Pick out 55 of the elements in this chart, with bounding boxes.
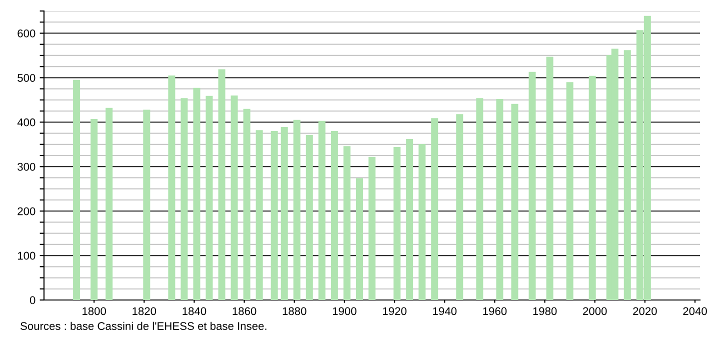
- y-tick-label: 600: [18, 30, 36, 38]
- bar: [218, 69, 226, 300]
- y-tick-label: 200: [18, 207, 36, 216]
- bar: [293, 120, 300, 300]
- bar: [90, 119, 98, 300]
- bar: [318, 120, 326, 300]
- bar: [180, 98, 188, 300]
- x-tick-label: 1900: [332, 307, 356, 316]
- bar: [511, 104, 518, 300]
- bar: [431, 118, 438, 300]
- bar: [270, 131, 278, 300]
- bar: [528, 72, 536, 300]
- x-tick-label: 1880: [282, 307, 306, 316]
- bar: [418, 144, 426, 300]
- bar: [168, 75, 176, 300]
- bar: [588, 76, 596, 300]
- bar: [106, 108, 113, 300]
- x-tick-label: 1980: [533, 307, 557, 316]
- source-note: Sources : base Cassini de l'EHESS et base Insee.: [20, 322, 266, 330]
- bar: [546, 56, 554, 300]
- bar: [306, 135, 313, 300]
- x-tick-label: 1820: [132, 307, 156, 316]
- y-tick-label: 100: [18, 252, 36, 260]
- bar: [280, 127, 288, 300]
- bar: [206, 96, 213, 300]
- x-tick-label: 1800: [82, 307, 106, 316]
- y-tick-label: 300: [18, 162, 36, 171]
- bar: [193, 88, 200, 300]
- x-tick-label: 2000: [583, 307, 607, 316]
- x-tick-label: 1920: [383, 307, 406, 316]
- bar: [496, 99, 504, 300]
- x-tick-label: 1860: [232, 307, 256, 316]
- bar: [566, 82, 574, 300]
- bar: [456, 114, 464, 300]
- bar: [256, 130, 263, 300]
- x-tick-label: 1940: [433, 307, 457, 316]
- bar: [243, 108, 250, 300]
- bar: [394, 147, 401, 300]
- bar: [624, 50, 631, 300]
- bar: [368, 156, 376, 300]
- x-tick-label: 2020: [633, 307, 657, 316]
- bar: [406, 139, 414, 300]
- bar: [343, 146, 350, 300]
- x-tick-label: 2040: [683, 307, 707, 316]
- x-tick-label: 1840: [182, 307, 206, 316]
- bar: [73, 80, 80, 300]
- bar: [476, 98, 484, 300]
- y-tick-label: 0: [30, 296, 36, 304]
- y-tick-label: 400: [17, 118, 36, 126]
- bar: [356, 178, 363, 300]
- y-tick-label: 500: [18, 74, 36, 82]
- bar: [230, 95, 238, 300]
- bar: [330, 131, 338, 300]
- x-tick-label: 1960: [483, 307, 507, 316]
- bar: [143, 110, 150, 300]
